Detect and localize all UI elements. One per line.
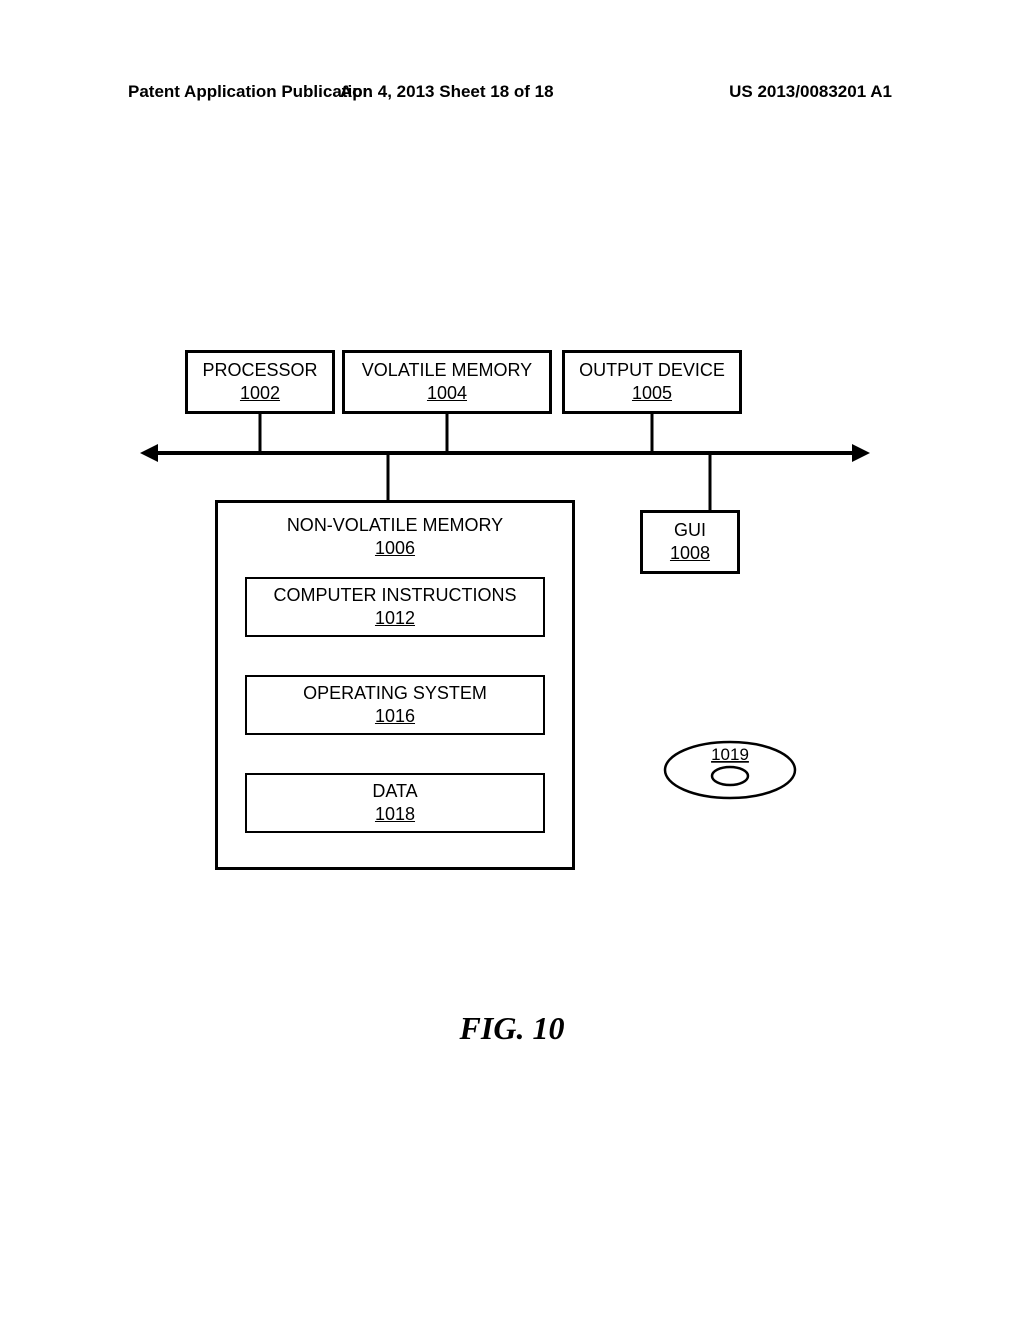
gui-label: GUI (674, 520, 706, 541)
nonvolatile-memory-box: NON-VOLATILE MEMORY 1006 COMPUTER INSTRU… (215, 500, 575, 870)
header-right: US 2013/0083201 A1 (729, 82, 892, 102)
computer-instructions-label: COMPUTER INSTRUCTIONS (247, 585, 543, 606)
output-device-label: OUTPUT DEVICE (579, 360, 725, 381)
page-header: Patent Application Publication Apr. 4, 2… (0, 82, 1024, 102)
computer-instructions-num: 1012 (247, 608, 543, 629)
processor-box: PROCESSOR 1002 (185, 350, 335, 414)
operating-system-box: OPERATING SYSTEM 1016 (245, 675, 545, 735)
data-box: DATA 1018 (245, 773, 545, 833)
gui-num: 1008 (670, 543, 710, 564)
nonvolatile-memory-num: 1006 (375, 538, 415, 559)
volatile-memory-num: 1004 (427, 383, 467, 404)
header-left: Patent Application Publication (128, 82, 373, 102)
figure-caption: FIG. 10 (0, 1010, 1024, 1047)
processor-label: PROCESSOR (202, 360, 317, 381)
computer-instructions-box: COMPUTER INSTRUCTIONS 1012 (245, 577, 545, 637)
volatile-memory-label: VOLATILE MEMORY (362, 360, 532, 381)
output-device-num: 1005 (632, 383, 672, 404)
gui-box: GUI 1008 (640, 510, 740, 574)
volatile-memory-box: VOLATILE MEMORY 1004 (342, 350, 552, 414)
data-label: DATA (247, 781, 543, 802)
disc-icon: 1019 (665, 742, 795, 798)
operating-system-num: 1016 (247, 706, 543, 727)
block-diagram: 1019 PROCESSOR 1002 VOLATILE MEMORY 1004… (140, 350, 890, 990)
output-device-box: OUTPUT DEVICE 1005 (562, 350, 742, 414)
data-num: 1018 (247, 804, 543, 825)
nonvolatile-memory-label: NON-VOLATILE MEMORY (287, 515, 503, 536)
disc-num: 1019 (711, 745, 749, 764)
operating-system-label: OPERATING SYSTEM (247, 683, 543, 704)
processor-num: 1002 (240, 383, 280, 404)
header-center: Apr. 4, 2013 Sheet 18 of 18 (340, 82, 554, 102)
